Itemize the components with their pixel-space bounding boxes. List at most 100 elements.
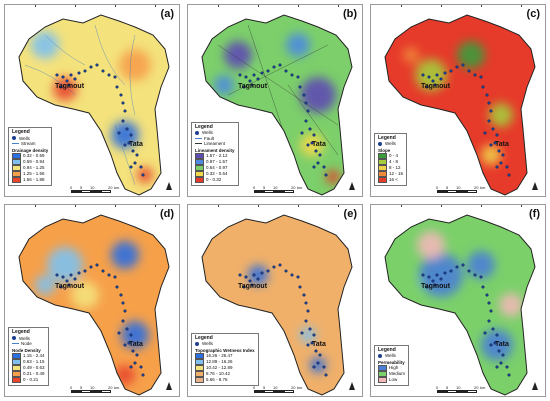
legend-class-row: 0 - 0.32 xyxy=(195,177,235,183)
well-marker xyxy=(95,263,99,267)
legend-class-row: 4 - 8 xyxy=(378,159,403,165)
well-marker xyxy=(250,283,254,287)
well-marker xyxy=(449,269,453,273)
legend-class-label: 12 - 16 xyxy=(389,171,404,177)
well-marker xyxy=(290,73,294,77)
well-marker xyxy=(298,85,302,89)
well-marker xyxy=(489,143,493,147)
north-arrow-icon xyxy=(349,182,355,190)
graticule-tick xyxy=(258,5,259,7)
graticule-tick xyxy=(155,205,156,207)
well-marker xyxy=(495,365,499,369)
well-marker xyxy=(101,269,105,273)
graticule-tick xyxy=(75,5,76,7)
well-marker xyxy=(306,343,310,347)
well-marker xyxy=(300,331,304,335)
legend-title: Legend xyxy=(378,346,396,353)
graticule-tick xyxy=(401,205,402,207)
well-marker xyxy=(69,73,73,77)
legend-title: Legend xyxy=(12,329,30,336)
legend-swatch xyxy=(195,171,204,177)
well-marker xyxy=(77,271,81,275)
legend-class-row: 0.64 - 0.97 xyxy=(195,165,235,171)
well-marker xyxy=(493,141,497,145)
scale-bar-unit: km xyxy=(480,385,486,390)
legend-title: Legend xyxy=(195,123,213,130)
well-marker xyxy=(483,331,487,335)
scale-bar-label: 10 xyxy=(273,385,278,390)
graticule-tick xyxy=(401,5,402,7)
legend-class-row: High xyxy=(378,365,405,371)
legend-wells-row: Wells xyxy=(12,336,45,341)
graticule-tick xyxy=(481,5,482,7)
map-legend: Legend Wells Permeability High Medium Low xyxy=(374,344,410,386)
graticule-tick xyxy=(35,205,36,207)
scale-bar xyxy=(254,390,294,393)
legend-class-label: 0.97 - 1.57 xyxy=(206,159,228,165)
well-marker xyxy=(123,143,127,147)
graticule-tick xyxy=(521,5,522,7)
well-marker xyxy=(433,283,437,287)
well-marker xyxy=(244,75,248,79)
well-marker xyxy=(272,65,276,69)
legend-class-row: 8.76 - 10.42 xyxy=(195,371,255,377)
legend-line-label: Node xyxy=(21,341,32,347)
well-marker xyxy=(467,269,471,273)
legend-class-row: 5.66 - 8.76 xyxy=(195,377,255,383)
well-marker xyxy=(125,327,129,331)
well-symbol-icon xyxy=(378,141,382,146)
well-marker xyxy=(316,361,320,365)
legend-class-row: 0.59 - 0.94 xyxy=(12,159,48,165)
well-marker xyxy=(296,275,300,279)
panel-label: (b) xyxy=(342,8,357,20)
well-marker xyxy=(487,319,491,323)
well-marker xyxy=(77,71,81,75)
scale-bar-label: 5 xyxy=(446,385,449,390)
legend-class-label: 0.59 - 0.94 xyxy=(23,159,45,165)
panel-label: (a) xyxy=(160,8,174,20)
well-marker xyxy=(481,85,485,89)
well-marker xyxy=(322,165,326,169)
well-marker xyxy=(507,173,511,177)
well-marker xyxy=(324,173,328,177)
legend-class-row: 0.94 - 1.25 xyxy=(12,165,48,171)
city-label-tata: Tata xyxy=(495,141,509,148)
well-marker xyxy=(121,101,125,105)
legend-class-row: 1.57 - 2.12 xyxy=(195,153,235,159)
well-marker xyxy=(284,269,288,273)
scale-bar xyxy=(437,190,477,193)
well-marker xyxy=(435,73,439,77)
well-marker xyxy=(135,153,139,157)
legend-class-label: 0.63 - 1.15 xyxy=(23,359,45,365)
panel-label: (e) xyxy=(343,208,357,220)
well-marker xyxy=(129,365,133,369)
city-label-tata: Tata xyxy=(312,341,326,348)
legend-class-label: 0.94 - 1.25 xyxy=(23,165,45,171)
legend-variable-title: Permeability xyxy=(378,359,405,365)
well-marker xyxy=(495,133,499,137)
well-marker xyxy=(141,173,145,177)
map-panel-2: (b) Tagmout Tata Legend Wells Fault Lineament L… xyxy=(187,4,363,197)
city-label-tagmout: Tagmout xyxy=(421,83,451,90)
well-marker xyxy=(308,327,312,331)
legend-wells-row: Wells xyxy=(195,341,255,346)
well-marker xyxy=(491,327,495,331)
legend-wells-label: Wells xyxy=(19,335,30,341)
legend-class-label: 1.25 - 1.56 xyxy=(23,171,45,177)
graticule-tick xyxy=(338,205,339,207)
legend-class-label: 0 - 0.32 xyxy=(206,177,222,183)
well-marker xyxy=(256,277,260,281)
well-marker xyxy=(113,275,117,279)
legend-class-row: 1.56 - 1.88 xyxy=(12,177,48,183)
scale-bar-label: 0 xyxy=(253,185,256,190)
well-marker xyxy=(304,101,308,105)
well-marker xyxy=(95,63,99,67)
well-marker xyxy=(507,373,511,377)
well-marker xyxy=(427,275,431,279)
legend-class-label: 5.66 - 8.76 xyxy=(206,377,228,383)
well-marker xyxy=(461,263,465,267)
city-label-tata: Tata xyxy=(495,341,509,348)
well-marker xyxy=(306,143,310,147)
well-marker xyxy=(248,279,252,283)
